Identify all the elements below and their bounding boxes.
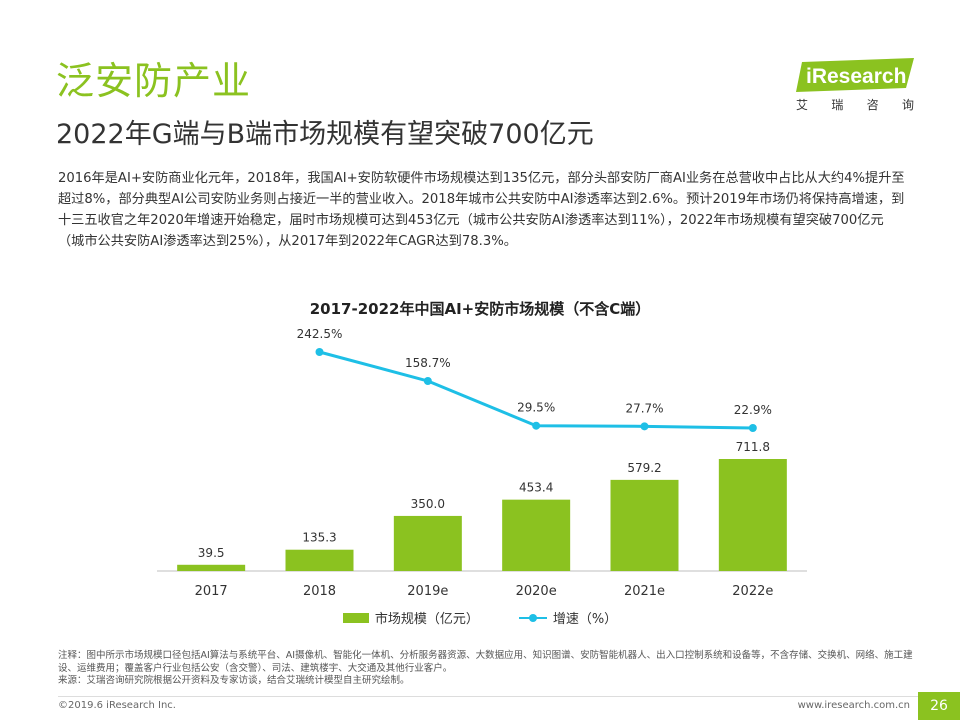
page-number: 26 (918, 692, 960, 720)
iresearch-logo: iResearch 艾 瑞 咨 询 (796, 52, 914, 118)
legend-label: 市场规模（亿元） (374, 612, 479, 627)
logo-sub-char: 咨 (866, 98, 879, 112)
x-tick-label: 2019e (407, 584, 448, 599)
growth-value-label: 242.5% (297, 327, 343, 341)
growth-value-label: 29.5% (517, 401, 555, 415)
bar-2019e (393, 515, 462, 571)
bar-2018 (285, 549, 354, 571)
logo-text: iResearch (806, 65, 906, 88)
growth-value-label: 22.9% (734, 403, 772, 417)
growth-value-label: 158.7% (405, 356, 451, 370)
bar-value-label: 39.5 (198, 546, 225, 560)
growth-point (423, 377, 432, 386)
growth-point (532, 421, 541, 430)
body-paragraph: 2016年是AI+安防商业化元年，2018年，我国AI+安防软硬件市场规模达到1… (58, 171, 905, 249)
logo-sub-char: 询 (901, 98, 914, 112)
website-link[interactable]: www.iresearch.com.cn (797, 700, 910, 711)
x-tick-label: 2020e (516, 584, 557, 599)
legend-label: 增速（%） (552, 612, 618, 627)
bar-value-label: 135.3 (302, 531, 336, 545)
copyright: ©2019.6 iResearch Inc. (58, 700, 176, 711)
x-tick-label: 2022e (732, 584, 773, 599)
growth-point (315, 348, 324, 356)
footer-divider (58, 696, 918, 697)
legend-line-swatch (518, 613, 547, 623)
bar-2020e (502, 499, 571, 571)
growth-point (640, 422, 649, 431)
bar-value-label: 350.0 (411, 497, 445, 511)
chart-legend: 市场规模（亿元） 增速（%） (0, 608, 960, 627)
logo-mark: iResearch (796, 58, 914, 92)
bar-value-label: 453.4 (519, 481, 553, 495)
growth-point (748, 424, 757, 432)
growth-rate-line (319, 350, 753, 430)
logo-subtitle: 艾 瑞 咨 询 (796, 96, 914, 113)
legend-item-market-size: 市场规模（亿元） (342, 608, 479, 627)
bar-2022e (718, 459, 787, 571)
growth-value-label: 27.7% (625, 401, 663, 415)
logo-sub-char: 艾 (796, 98, 809, 112)
bar-value-label: 711.8 (736, 440, 770, 454)
footnotes: 注释：图中所示市场规模口径包括AI算法与系统平台、AI摄像机、智能化一体机、分析… (58, 650, 918, 688)
page-headline: 2022年G端与B端市场规模有望突破700亿元 (56, 119, 594, 150)
x-tick-label: 2018 (303, 584, 336, 599)
legend-item-growth: 增速（%） (518, 608, 618, 627)
chart-title: 2017-2022年中国AI+安防市场规模（不含C端） (309, 300, 651, 318)
bar-2021e (610, 479, 679, 571)
logo-sub-char: 瑞 (831, 98, 844, 112)
source-text: 来源：艾瑞咨询研究院根据公开资料及专家访谈，结合艾瑞统计模型自主研究绘制。 (58, 675, 410, 686)
section-title: 泛安防产业 (56, 59, 252, 103)
bar-value-label: 579.2 (627, 461, 661, 475)
note-text: 注释：图中所示市场规模口径包括AI算法与系统平台、AI摄像机、智能化一体机、分析… (58, 650, 913, 674)
legend-bar-swatch (342, 612, 369, 623)
x-tick-label: 2021e (624, 584, 665, 599)
x-tick-label: 2017 (195, 584, 228, 599)
bar-2017 (177, 564, 246, 571)
